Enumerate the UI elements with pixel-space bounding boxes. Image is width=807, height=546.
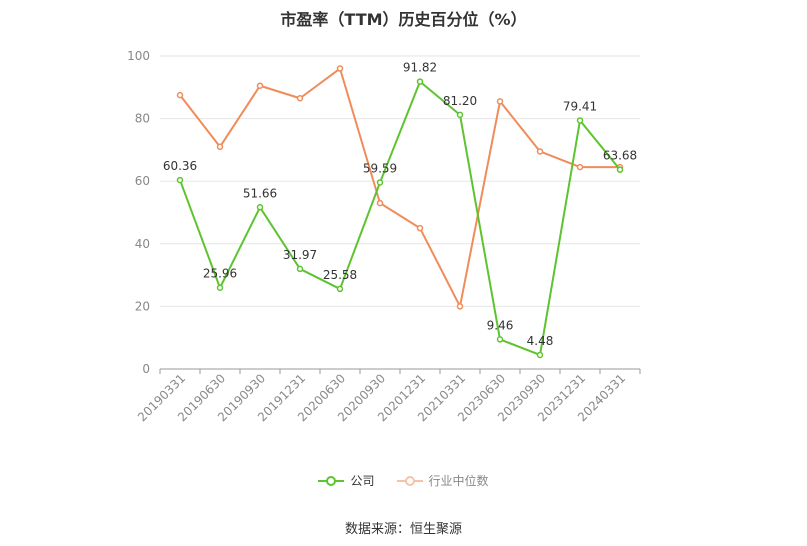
chart-title: 市盈率（TTM）历史百分位（%）: [280, 10, 527, 29]
series-lines: [176, 65, 624, 359]
series-1-point: [336, 65, 344, 72]
gridlines: [160, 55, 640, 307]
series-1-point: [376, 199, 384, 207]
series-1-point: [296, 95, 304, 102]
data-label: 9.46: [487, 318, 514, 332]
series-0-point: [416, 78, 424, 85]
series-1-point: [536, 148, 544, 155]
series-0-point: [176, 176, 184, 184]
legend-item-company[interactable]: 公司: [318, 472, 375, 489]
series-0-point: [296, 265, 304, 273]
series-1-point: [176, 91, 184, 99]
data-label: 31.97: [283, 248, 317, 262]
series-0-point: [456, 111, 464, 119]
data-label: 79.41: [563, 99, 597, 113]
series-1-point: [216, 143, 224, 151]
y-tick-label: 40: [135, 237, 150, 251]
series-1-point: [416, 224, 424, 232]
series-line-1: [179, 67, 620, 308]
y-tick-label: 60: [135, 174, 150, 188]
series-0-point: [216, 284, 224, 291]
data-label: 51.66: [243, 186, 277, 200]
series-1-point: [576, 163, 584, 171]
data-label: 60.36: [163, 159, 197, 173]
series-1-point: [496, 98, 504, 105]
legend-label-industry-median: 行业中位数: [428, 474, 489, 488]
series-0-point: [376, 179, 384, 186]
series-0-point: [536, 351, 544, 359]
series-0-point: [496, 336, 504, 343]
data-label: 63.68: [603, 149, 637, 163]
series-0-point: [336, 285, 344, 293]
data-label: 59.59: [363, 161, 397, 175]
legend-label-company: 公司: [350, 474, 375, 488]
legend: 公司 行业中位数: [0, 472, 807, 489]
data-label: 91.82: [403, 61, 437, 75]
series-line-0: [179, 80, 621, 356]
series-0-point: [576, 117, 584, 124]
data-label: 25.96: [203, 267, 237, 281]
series-0-point: [616, 166, 624, 173]
y-tick-label: 0: [142, 362, 150, 376]
data-label: 4.48: [527, 334, 554, 348]
y-tick-label: 80: [135, 112, 150, 126]
source-note: 数据来源：恒生聚源: [344, 522, 462, 537]
legend-company-marker-icon: [318, 475, 345, 486]
y-tick-label: 100: [127, 49, 150, 63]
data-label: 81.20: [443, 94, 477, 108]
data-labels: 60.36 25.96 51.66 31.97 25.58 59.59 91.82 81.20…: [163, 61, 637, 348]
legend-item-industry-median[interactable]: 行业中位数: [396, 472, 489, 489]
y-tick-label: 20: [135, 299, 150, 313]
series-0-point: [256, 204, 264, 211]
data-label: 25.58: [323, 268, 357, 282]
series-1-point: [456, 303, 464, 310]
series-1-point: [256, 82, 264, 89]
legend-industry-marker-icon: [396, 475, 423, 486]
